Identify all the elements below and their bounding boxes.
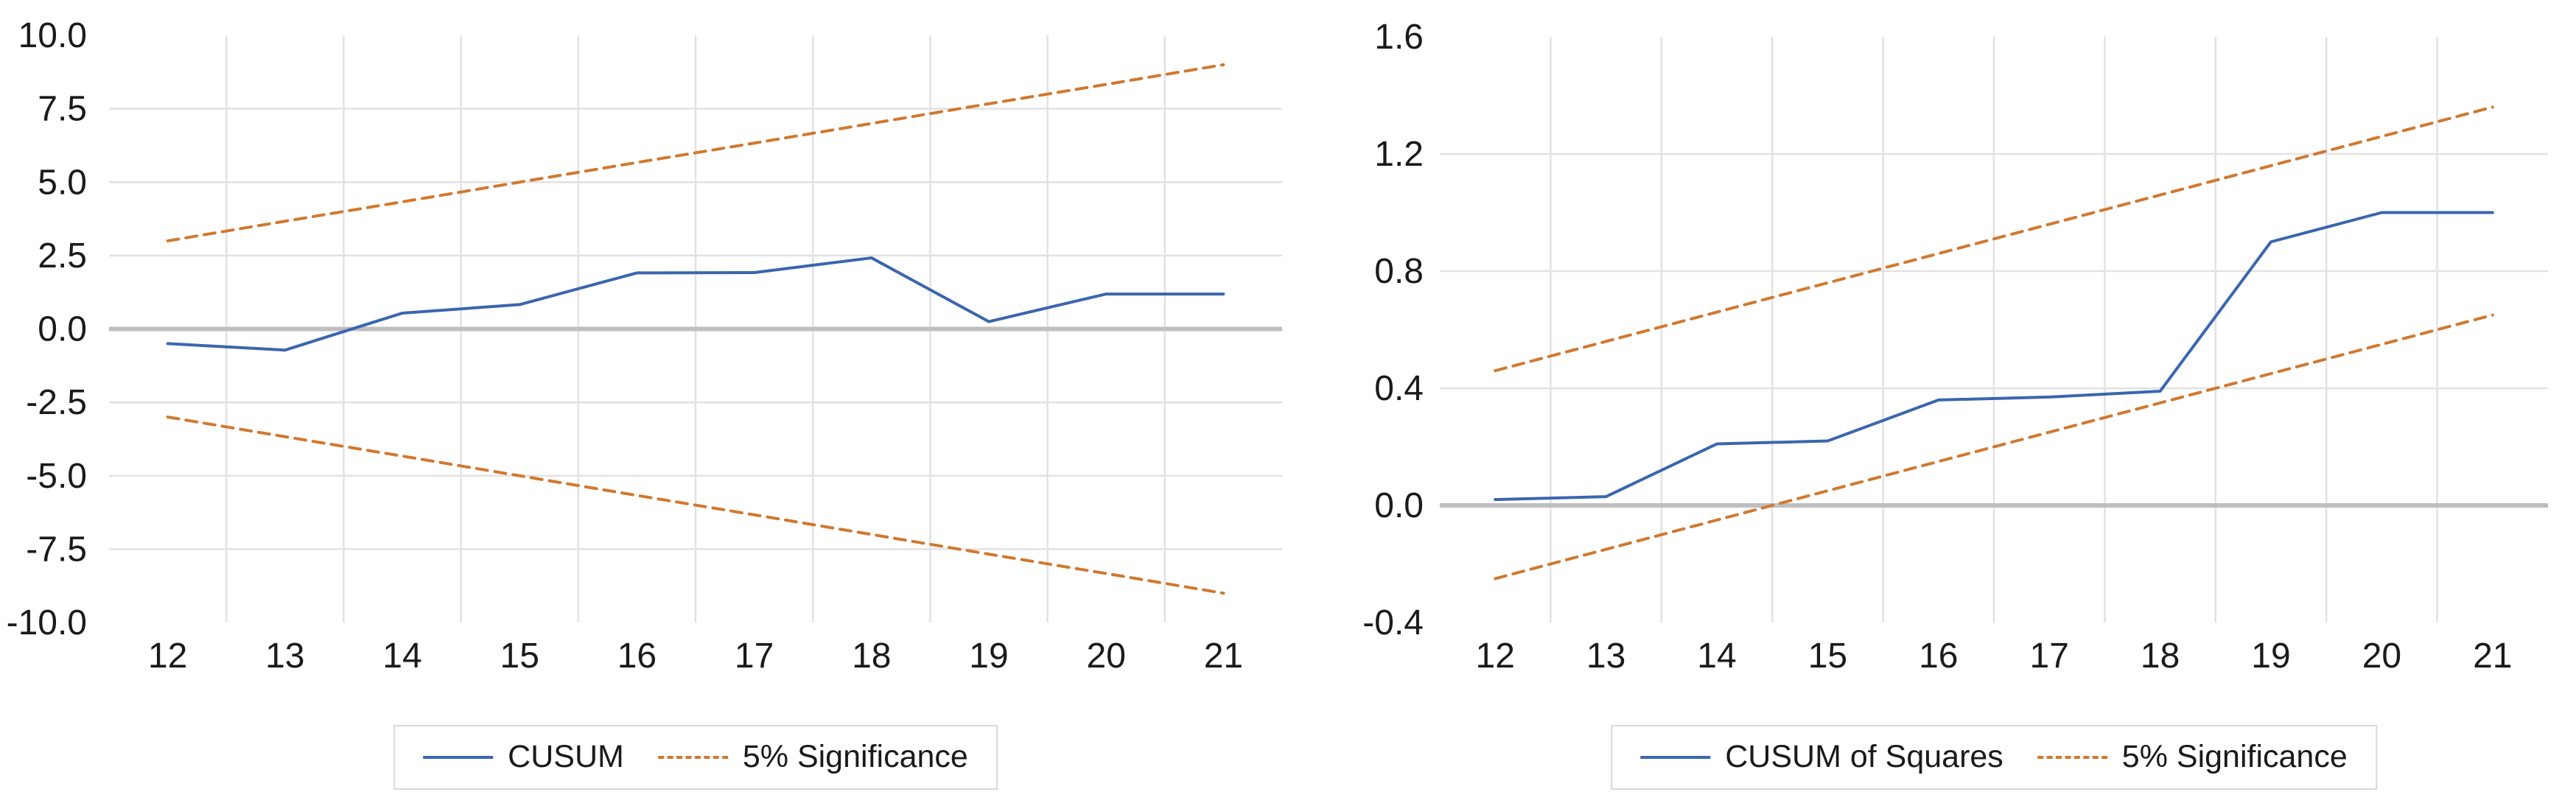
series-line-1 (1494, 105, 2494, 373)
y-axis-tick-label: 5.0 (38, 163, 87, 202)
x-axis-tick-label: 14 (1697, 637, 1736, 676)
y-axis-tick-label: 0.0 (38, 310, 87, 349)
y-axis-tick-label: 10.0 (18, 16, 87, 55)
x-axis-tick-label: 16 (1919, 637, 1958, 676)
legend-item-significance-2: 5% Significance (2037, 737, 2348, 778)
series-line-2 (1494, 313, 2494, 581)
y-axis-tick-label: 1.2 (1374, 135, 1424, 174)
y-axis-tick-label: -7.5 (26, 530, 87, 569)
series-line-1 (166, 63, 1225, 242)
y-axis-tick-label: 0.0 (1374, 486, 1424, 525)
x-axis-tick-label: 20 (1087, 637, 1126, 676)
series-line-0 (1494, 211, 2494, 502)
x-axis-tick-label: 20 (2362, 637, 2401, 676)
y-axis-tick-label: -5.0 (26, 457, 87, 496)
y-axis-tick-label: 0.8 (1374, 252, 1424, 291)
x-axis-tick-label: 17 (2030, 637, 2069, 676)
y-axis-tick-label: -0.4 (1362, 603, 1424, 642)
significance-line-sample (657, 755, 728, 759)
x-axis-tick-label: 18 (2141, 637, 2180, 676)
x-axis-tick-label: 15 (1808, 637, 1847, 676)
x-axis-tick-label: 21 (1204, 637, 1243, 676)
series-line-2 (166, 416, 1225, 595)
x-axis-tick-label: 19 (969, 637, 1008, 676)
cusum-of-squares-chart: 1.6 1.2 0.8 0.4 0.0 -0.4 12 13 14 15 16 17 18 19 20 21 … (1288, 0, 2576, 792)
significance-line-sample-2 (2037, 755, 2107, 759)
cusum-of-squares-plot-area: 1.6 1.2 0.8 0.4 0.0 -0.4 12 13 14 15 16 17 18 19 20 21 (1362, 18, 2548, 676)
series-line-0 (166, 256, 1225, 352)
x-axis-tick-label: 17 (735, 637, 774, 676)
x-axis-tick-label: 18 (852, 637, 891, 676)
legend-item-significance: 5% Significance (657, 737, 968, 778)
legend-label-significance-2: 5% Significance (2121, 739, 2348, 774)
y-axis-tick-label: 0.4 (1374, 369, 1424, 408)
x-axis-tick-label: 21 (2473, 637, 2512, 676)
x-axis-tick-label: 12 (1476, 637, 1515, 676)
legend-label-cusum-of-squares: CUSUM of Squares (1725, 739, 2003, 774)
cusum-plot-area: 10.0 7.5 5.0 2.5 0.0 -2.5 -5.0 -7.5 -10.0 12 13 14 1… (7, 16, 1282, 676)
y-axis-tick-label: -2.5 (26, 383, 87, 422)
cusum-of-squares-line-sample (1640, 755, 1711, 759)
legend-item-cusum-of-squares: CUSUM of Squares (1640, 737, 2003, 778)
y-axis-tick-label: 7.5 (38, 90, 87, 129)
x-axis-tick-label: 12 (148, 637, 187, 676)
x-axis-tick-label: 19 (2251, 637, 2290, 676)
legend-item-cusum: CUSUM (423, 737, 624, 778)
x-axis-tick-label: 13 (1586, 637, 1625, 676)
y-axis-tick-label: -10.0 (7, 603, 87, 642)
cusum-of-squares-legend: CUSUM of Squares 5% Significance (1611, 725, 2377, 790)
legend-label-significance: 5% Significance (742, 739, 968, 774)
y-axis-tick-label: 1.6 (1374, 18, 1424, 57)
cusum-legend: CUSUM 5% Significance (393, 725, 998, 790)
y-axis-tick-label: 2.5 (38, 236, 87, 276)
legend-label-cusum: CUSUM (508, 739, 624, 774)
cusum-line-sample (423, 755, 494, 759)
x-axis-tick-label: 13 (265, 637, 304, 676)
x-axis-tick-label: 15 (500, 637, 539, 676)
x-axis-tick-label: 14 (382, 637, 421, 676)
x-axis-tick-label: 16 (617, 637, 657, 676)
cusum-chart: 10.0 7.5 5.0 2.5 0.0 -2.5 -5.0 -7.5 -10.0 12 13 14 1… (7, 16, 1282, 790)
